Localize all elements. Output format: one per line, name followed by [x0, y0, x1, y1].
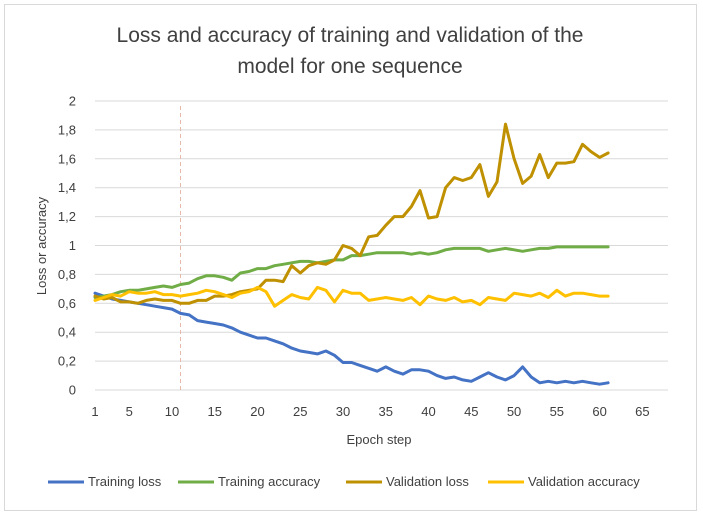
x-tick-label: 15 — [207, 404, 221, 419]
legend-label-validation-loss: Validation loss — [386, 474, 469, 489]
x-axis-label: Epoch step — [346, 432, 411, 447]
series-line-training-loss — [93, 291, 610, 386]
x-tick-label: 25 — [293, 404, 307, 419]
y-tick-label: 0 — [69, 383, 76, 398]
x-tick-label: 20 — [250, 404, 264, 419]
x-tick-label: 35 — [379, 404, 393, 419]
legend-label-training-loss: Training loss — [88, 474, 162, 489]
y-tick-label: 2 — [69, 94, 76, 109]
legend: Training loss Training accuracy Validation… — [48, 474, 640, 489]
y-tick-label: 1,4 — [58, 180, 76, 195]
chart-title-line-2: model for one sequence — [237, 55, 462, 78]
x-tick-label: 55 — [550, 404, 564, 419]
y-tick-label: 1,6 — [58, 151, 76, 166]
x-tick-label: 1 — [91, 404, 98, 419]
y-tick-label: 0,4 — [58, 325, 76, 340]
x-tick-label: 10 — [165, 404, 179, 419]
y-tick-label: 1 — [69, 238, 76, 253]
x-tick-label: 50 — [507, 404, 521, 419]
legend-label-training-accuracy: Training accuracy — [218, 474, 321, 489]
x-tick-label: 30 — [336, 404, 350, 419]
x-tick-label: 60 — [592, 404, 606, 419]
x-tick-label: 65 — [635, 404, 649, 419]
x-axis-ticks: 1 5 10 15 20 25 30 35 40 45 50 55 60 65 — [91, 404, 649, 419]
legend-label-validation-accuracy: Validation accuracy — [528, 474, 640, 489]
series-lines — [93, 122, 610, 386]
y-axis-label: Loss or accuracy — [34, 196, 49, 295]
y-tick-label: 1,8 — [58, 122, 76, 137]
series-line-validation-accuracy — [93, 285, 610, 308]
y-axis-ticks: 0 0,2 0,4 0,6 0,8 1 1,2 1,4 1,6 1,8 2 — [58, 94, 76, 398]
x-tick-label: 45 — [464, 404, 478, 419]
series-line-training-accuracy — [93, 245, 610, 299]
y-tick-label: 0,8 — [58, 267, 76, 282]
series-line-validation-loss — [93, 122, 610, 305]
x-tick-label: 5 — [126, 404, 133, 419]
x-tick-label: 40 — [421, 404, 435, 419]
y-tick-label: 0,6 — [58, 296, 76, 311]
y-tick-label: 0,2 — [58, 354, 76, 369]
y-tick-label: 1,2 — [58, 209, 76, 224]
chart-title-line-1: Loss and accuracy of training and valida… — [117, 24, 584, 47]
